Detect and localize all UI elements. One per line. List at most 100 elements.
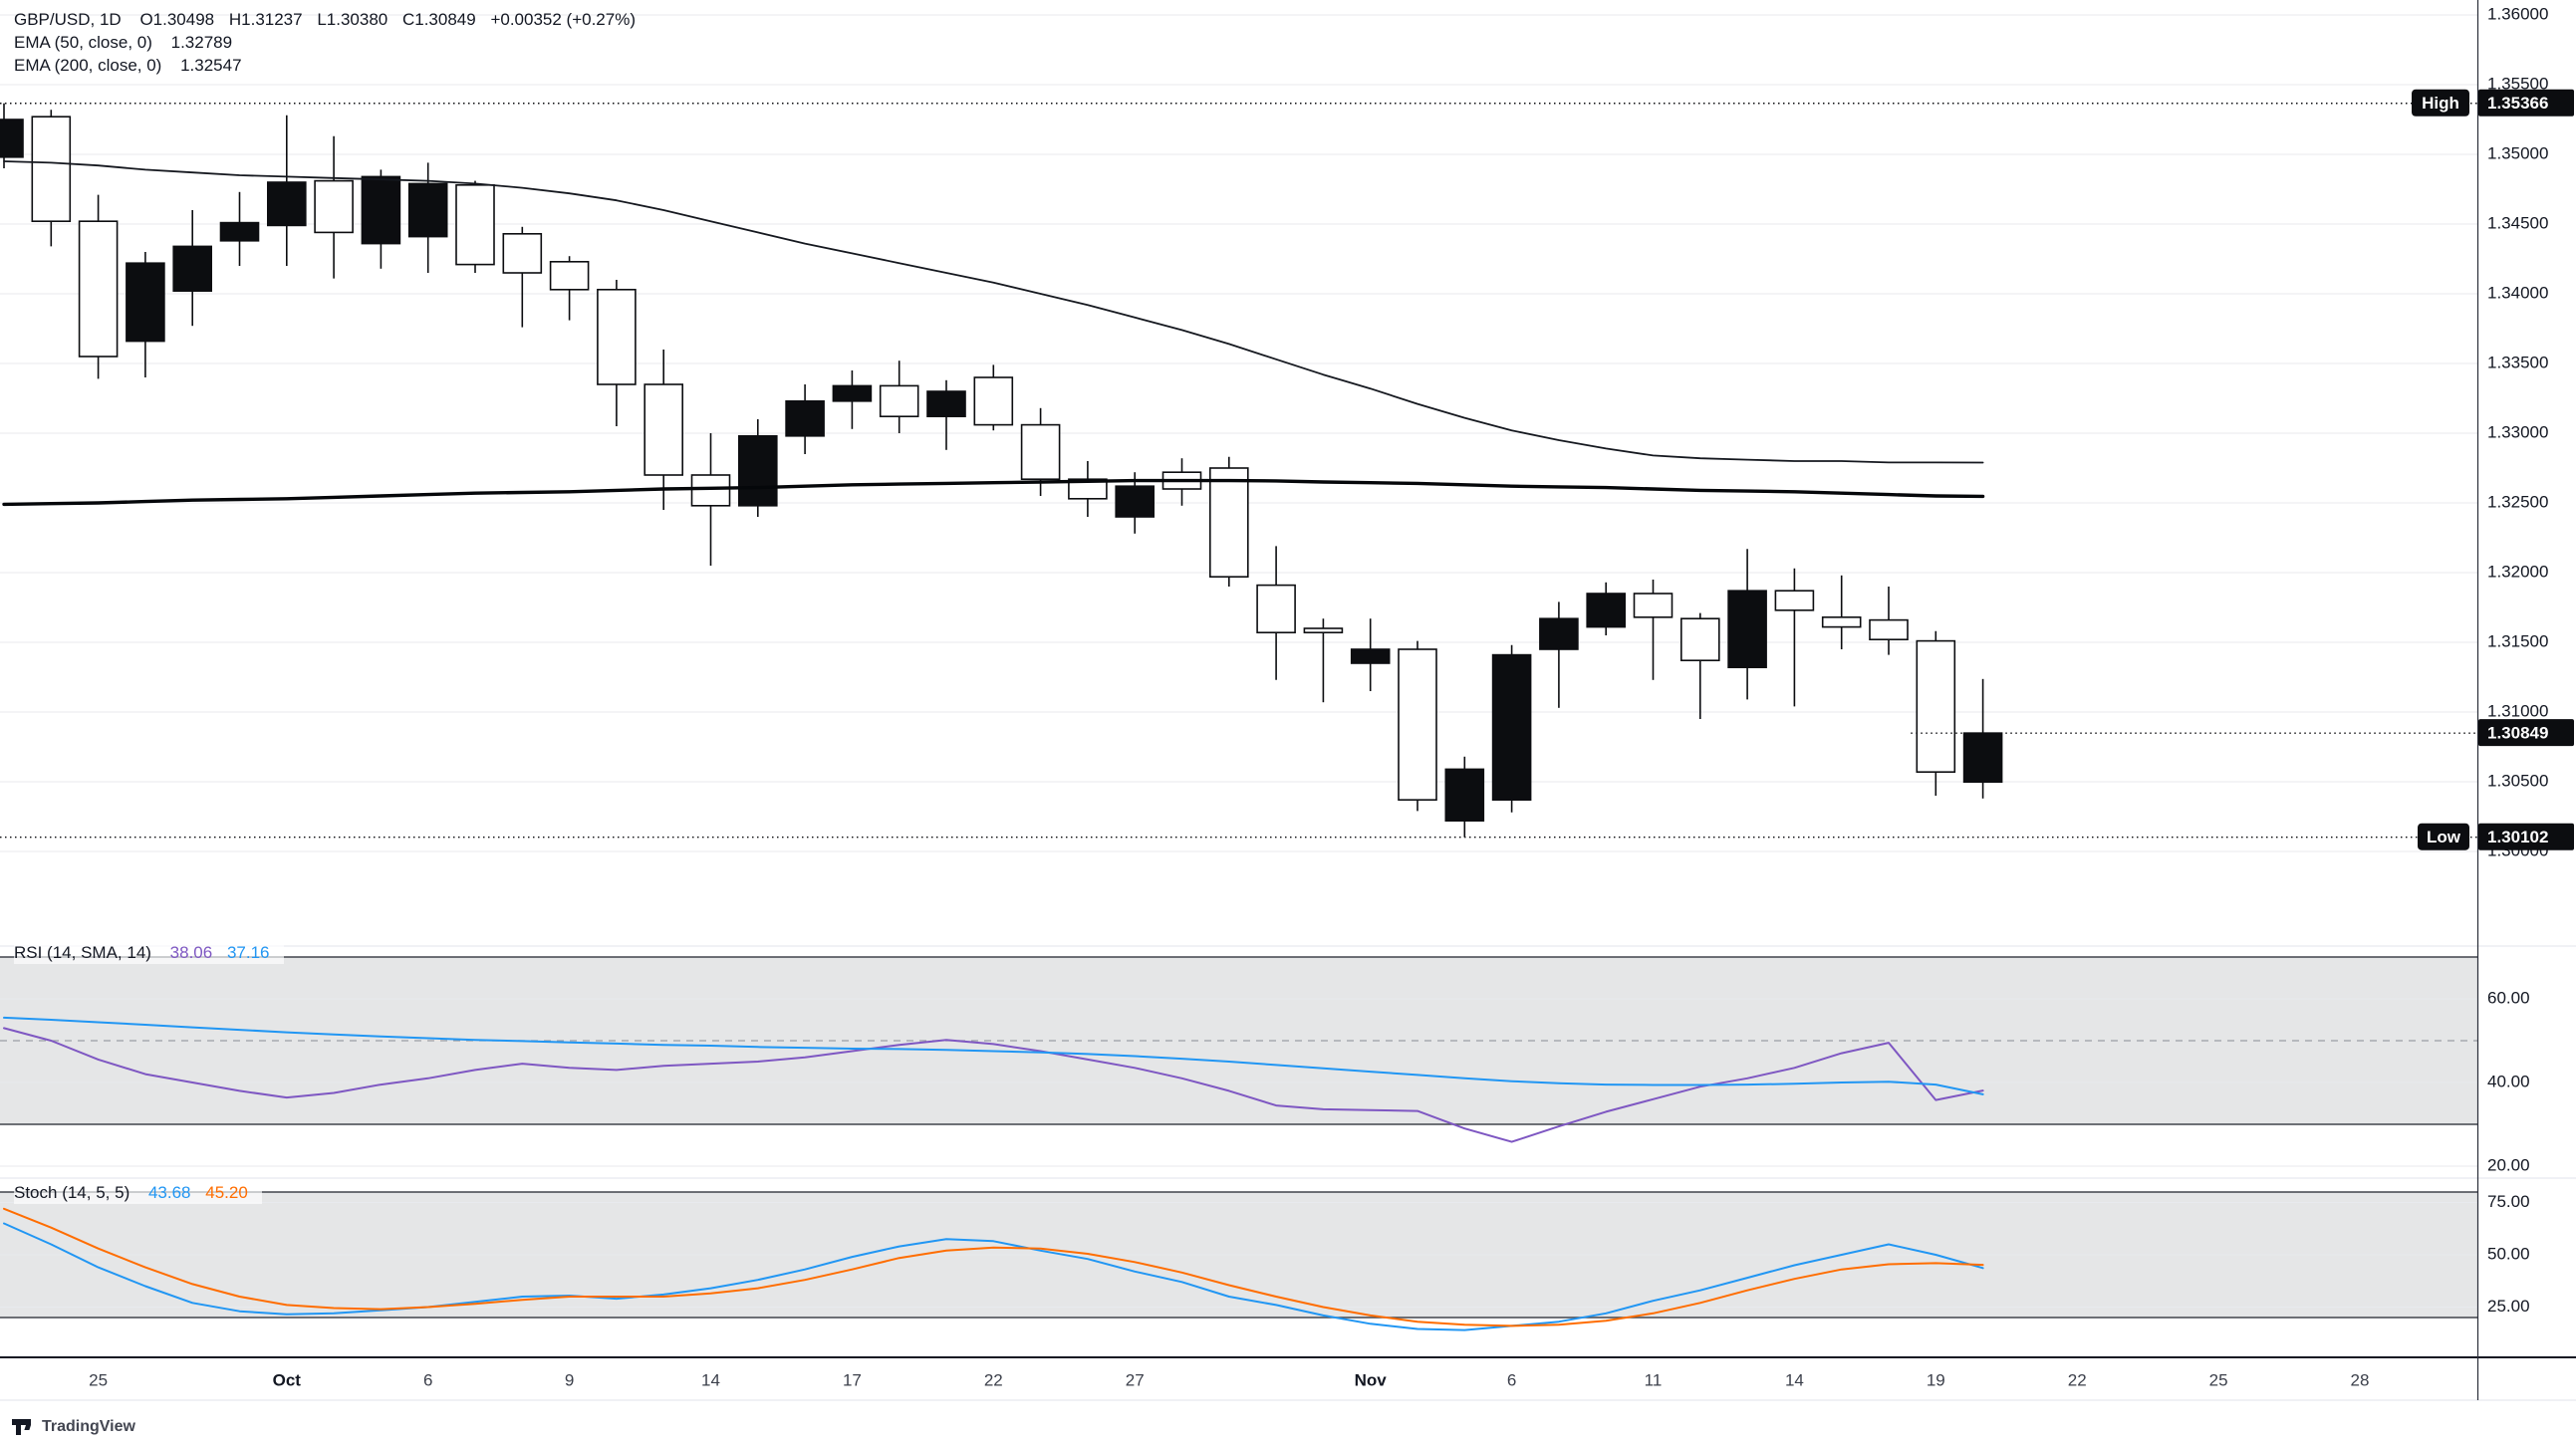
time-axis-label: 22 bbox=[984, 1370, 1003, 1389]
candle-body-down bbox=[1020, 423, 1061, 481]
candle-body-up bbox=[219, 221, 260, 242]
high-badge bbox=[2478, 89, 2574, 117]
candle-body-down bbox=[1774, 590, 1815, 611]
time-axis-label: 25 bbox=[2209, 1370, 2228, 1389]
time-axis-label: 9 bbox=[565, 1370, 574, 1389]
candle-body-up bbox=[1491, 653, 1532, 801]
candle-body-down bbox=[1821, 615, 1862, 628]
candle-body-up bbox=[1350, 648, 1391, 664]
candle-body-down bbox=[1680, 617, 1720, 662]
low-badge-value: 1.30102 bbox=[2487, 828, 2548, 846]
candle-body-down bbox=[78, 220, 119, 358]
price-axis-label: 1.31500 bbox=[2487, 631, 2548, 650]
stoch-axis-label: 25.00 bbox=[2487, 1297, 2530, 1316]
price-axis-label: 1.34000 bbox=[2487, 283, 2548, 302]
candle-body-up bbox=[832, 384, 873, 402]
candle-body-up bbox=[407, 182, 448, 238]
rsi-line bbox=[3, 1027, 1984, 1143]
price-axis-label: 1.35500 bbox=[2487, 74, 2548, 93]
rsi-axis-label: 20.00 bbox=[2487, 1155, 2530, 1174]
time-axis-label: 17 bbox=[843, 1370, 862, 1389]
candle-body-down bbox=[1256, 584, 1296, 633]
time-axis-label: Nov bbox=[1355, 1370, 1388, 1389]
candle-body-down bbox=[502, 233, 543, 274]
last-price-badge-value: 1.30849 bbox=[2487, 724, 2548, 743]
high-badge-value: 1.35366 bbox=[2487, 94, 2548, 113]
time-axis-label: 11 bbox=[1645, 1370, 1663, 1389]
candle-body-up bbox=[0, 119, 24, 158]
candle-body-down bbox=[1068, 478, 1108, 500]
time-axis-label: 22 bbox=[2068, 1370, 2087, 1389]
tradingview-branding[interactable]: TradingView bbox=[12, 1417, 135, 1437]
high-chip-label: High bbox=[2422, 94, 2459, 113]
candle-body-up bbox=[1586, 593, 1626, 628]
candle-body-down bbox=[455, 184, 495, 266]
candle-body-down bbox=[1209, 467, 1249, 578]
stoch-k-value: 43.68 bbox=[147, 1183, 191, 1202]
price-axis-label: 1.30500 bbox=[2487, 771, 2548, 790]
stoch-axis-label: 50.00 bbox=[2487, 1244, 2530, 1263]
price-axis-label: 1.34500 bbox=[2487, 213, 2548, 232]
high-chip bbox=[2412, 89, 2469, 117]
rsi-band bbox=[0, 957, 2477, 1124]
candle-body-up bbox=[1727, 590, 1767, 669]
rsi-title[interactable]: RSI (14, SMA, 14) bbox=[14, 943, 151, 962]
ema200-title[interactable]: EMA (200, close, 0) bbox=[14, 56, 162, 75]
candle-body-up bbox=[926, 390, 966, 418]
rsi-axis-label: 60.00 bbox=[2487, 988, 2530, 1007]
price-axis-label: 1.31000 bbox=[2487, 701, 2548, 720]
stoch-legend: Stoch (14, 5, 5) 43.68 45.20 bbox=[14, 1181, 262, 1204]
rsi-legend: RSI (14, SMA, 14) 38.06 37.16 bbox=[14, 941, 284, 964]
ema50-line bbox=[3, 160, 1984, 464]
price-axis-label: 1.36000 bbox=[2487, 4, 2548, 23]
low-badge bbox=[2478, 823, 2574, 850]
ohlc-open: O1.30498 bbox=[139, 10, 215, 29]
ema50-legend: EMA (50, close, 0) 1.32789 bbox=[14, 31, 242, 54]
ohlc-change: +0.00352 (+0.27%) bbox=[490, 10, 636, 29]
ema50-value: 1.32789 bbox=[170, 33, 233, 52]
price-axis-label: 1.33500 bbox=[2487, 353, 2548, 371]
rsi-axis-label: 40.00 bbox=[2487, 1072, 2530, 1090]
time-axis-label: 6 bbox=[1507, 1370, 1516, 1389]
time-axis-label: 28 bbox=[2351, 1370, 2370, 1389]
stoch-d-line bbox=[3, 1207, 1984, 1327]
ohlc-high: H1.31237 bbox=[228, 10, 303, 29]
ohlc-close: C1.30849 bbox=[401, 10, 476, 29]
ema200-legend: EMA (200, close, 0) 1.32547 bbox=[14, 54, 252, 77]
stoch-title[interactable]: Stoch (14, 5, 5) bbox=[14, 1183, 130, 1202]
ema200-value: 1.32547 bbox=[180, 56, 242, 75]
candle-body-down bbox=[597, 288, 637, 385]
tradingview-logo-icon bbox=[12, 1419, 32, 1435]
price-axis-label: 1.32000 bbox=[2487, 562, 2548, 581]
candle-body-up bbox=[361, 175, 401, 245]
symbol-legend: GBP/USD, 1D O1.30498 H1.31237 L1.30380 C… bbox=[14, 8, 645, 31]
candle-body-down bbox=[314, 179, 354, 234]
rsi-ma-value: 37.16 bbox=[226, 943, 270, 962]
candle-body-down bbox=[1916, 639, 1956, 773]
candle-body-up bbox=[1539, 617, 1579, 650]
candle-body-down bbox=[690, 474, 731, 507]
candle-body-up bbox=[785, 399, 825, 437]
stoch-d-value: 45.20 bbox=[205, 1183, 248, 1202]
time-axis-label: 14 bbox=[701, 1370, 720, 1389]
candle-body-down bbox=[1869, 618, 1909, 640]
time-axis-label: 19 bbox=[1927, 1370, 1945, 1389]
price-axis-label: 1.32500 bbox=[2487, 492, 2548, 511]
stoch-k-line bbox=[3, 1222, 1984, 1331]
candle-body-down bbox=[1633, 593, 1674, 618]
time-axis-label: 27 bbox=[1126, 1370, 1145, 1389]
rsi-ma-line bbox=[3, 1016, 1984, 1095]
time-axis-label: Oct bbox=[273, 1370, 302, 1389]
candle-body-up bbox=[172, 245, 212, 292]
symbol-title[interactable]: GBP/USD, 1D bbox=[14, 10, 122, 29]
ohlc-low: L1.30380 bbox=[317, 10, 388, 29]
low-chip bbox=[2418, 823, 2469, 850]
candle-body-up bbox=[1115, 485, 1155, 518]
candle-body-down bbox=[549, 260, 590, 291]
stoch-axis-label: 75.00 bbox=[2487, 1192, 2530, 1211]
ema50-title[interactable]: EMA (50, close, 0) bbox=[14, 33, 152, 52]
candle-body-down bbox=[644, 383, 684, 476]
candle-body-down bbox=[1398, 648, 1437, 801]
